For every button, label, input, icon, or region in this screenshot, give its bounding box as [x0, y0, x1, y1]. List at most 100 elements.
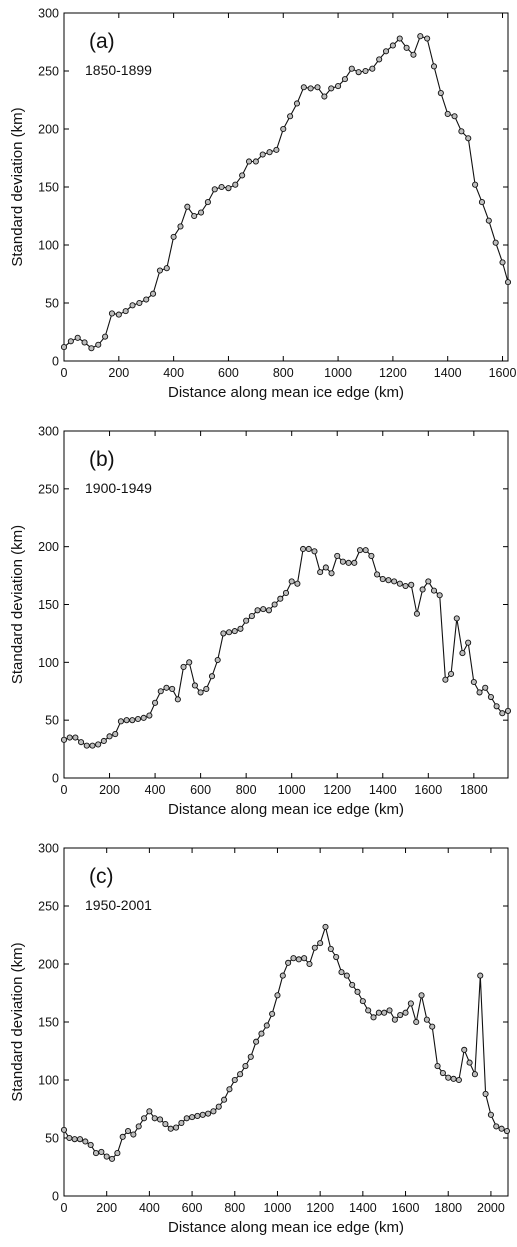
data-point: [356, 547, 364, 554]
data-point: [341, 76, 348, 83]
data-point: [218, 183, 225, 191]
data-point: [376, 56, 383, 63]
x-tick-label: 800: [236, 783, 257, 797]
data-point: [239, 172, 246, 179]
y-tick-label: 200: [38, 123, 59, 137]
data-point: [74, 334, 81, 341]
period-label: 1950-2001: [85, 897, 152, 913]
data-point: [396, 580, 403, 587]
data-point: [450, 1075, 457, 1082]
data-point: [119, 1133, 126, 1140]
x-axis-title: Distance along mean ice edge (km): [168, 384, 404, 401]
data-point: [285, 959, 292, 966]
data-point: [129, 717, 136, 724]
data-point: [208, 673, 216, 680]
data-point: [482, 1090, 489, 1097]
data-point: [259, 151, 266, 158]
data-point: [365, 1007, 372, 1014]
data-point: [221, 1096, 228, 1103]
data-point: [503, 1127, 510, 1135]
data-point: [410, 51, 417, 58]
chart-panel-0: 0 200 400 600 800 1000 1200 1400 1600 0 50 100 150 20…: [9, 7, 516, 402]
y-tick-label: 250: [38, 900, 59, 914]
data-point: [349, 981, 356, 988]
data-point: [455, 1076, 462, 1084]
data-point: [487, 1111, 494, 1118]
data-point: [146, 1108, 153, 1115]
data-point: [220, 630, 227, 637]
data-point: [280, 125, 287, 133]
x-axis-title: Distance along mean ice edge (km): [168, 1219, 404, 1236]
y-axis-title: Standard deviation (km): [9, 107, 26, 266]
data-point: [311, 944, 318, 951]
data-point: [102, 333, 109, 340]
panel-label: (a): [89, 30, 115, 53]
data-point: [60, 736, 68, 743]
data-point: [205, 1110, 212, 1117]
data-point: [183, 1115, 190, 1122]
x-tick-label: 800: [273, 366, 294, 380]
data-point: [476, 689, 483, 696]
y-tick-label: 0: [52, 355, 59, 369]
data-point: [334, 552, 341, 559]
data-point: [170, 233, 177, 240]
x-tick-label: 1600: [414, 783, 442, 797]
x-tick-label: 1600: [489, 366, 517, 380]
data-point: [407, 1000, 414, 1007]
data-point: [265, 607, 272, 614]
data-point: [134, 715, 142, 723]
data-point: [115, 311, 122, 318]
data-point: [60, 1126, 68, 1133]
data-point: [95, 341, 102, 348]
data-point: [368, 552, 375, 559]
x-tick-label: 600: [182, 1201, 203, 1215]
data-point: [333, 953, 340, 961]
data-point: [403, 44, 410, 51]
y-tick-label: 100: [38, 239, 59, 253]
x-tick-label: 200: [99, 783, 120, 797]
data-point: [117, 718, 124, 725]
data-point: [417, 33, 424, 40]
data-point: [396, 35, 403, 42]
y-tick-label: 250: [38, 482, 59, 496]
data-point: [413, 1018, 420, 1026]
data-point: [317, 940, 324, 947]
data-point: [245, 158, 253, 165]
data-point: [339, 558, 346, 565]
data-point: [444, 110, 451, 117]
data-point: [184, 203, 191, 210]
data-point: [140, 1115, 148, 1122]
data-point: [290, 955, 297, 962]
data-point: [194, 1112, 201, 1120]
data-point: [226, 629, 233, 636]
data-point: [487, 693, 494, 701]
data-point: [288, 578, 295, 585]
data-point: [327, 945, 334, 952]
data-point: [436, 592, 443, 599]
x-tick-label: 800: [224, 1201, 245, 1215]
x-tick-label: 2000: [477, 1201, 505, 1215]
x-tick-label: 400: [145, 783, 166, 797]
data-point: [82, 1138, 89, 1145]
data-point: [306, 960, 313, 968]
data-point: [263, 1022, 270, 1029]
data-point: [67, 338, 74, 345]
data-point: [402, 582, 409, 590]
data-point: [423, 1016, 430, 1023]
data-point: [301, 955, 308, 962]
data-point: [504, 279, 512, 286]
data-point: [362, 67, 369, 75]
data-point: [266, 149, 273, 156]
data-point: [445, 1074, 452, 1081]
x-tick-label: 1400: [434, 366, 462, 380]
y-axis-title: Standard deviation (km): [9, 942, 26, 1101]
data-point: [504, 707, 512, 714]
data-point: [248, 613, 255, 620]
x-tick-label: 1200: [323, 783, 351, 797]
panel-label: (c): [89, 865, 114, 888]
data-point: [328, 570, 335, 577]
data-point: [448, 670, 455, 677]
data-point: [471, 1071, 478, 1078]
x-tick-label: 1400: [369, 783, 397, 797]
series-line: [63, 548, 509, 747]
